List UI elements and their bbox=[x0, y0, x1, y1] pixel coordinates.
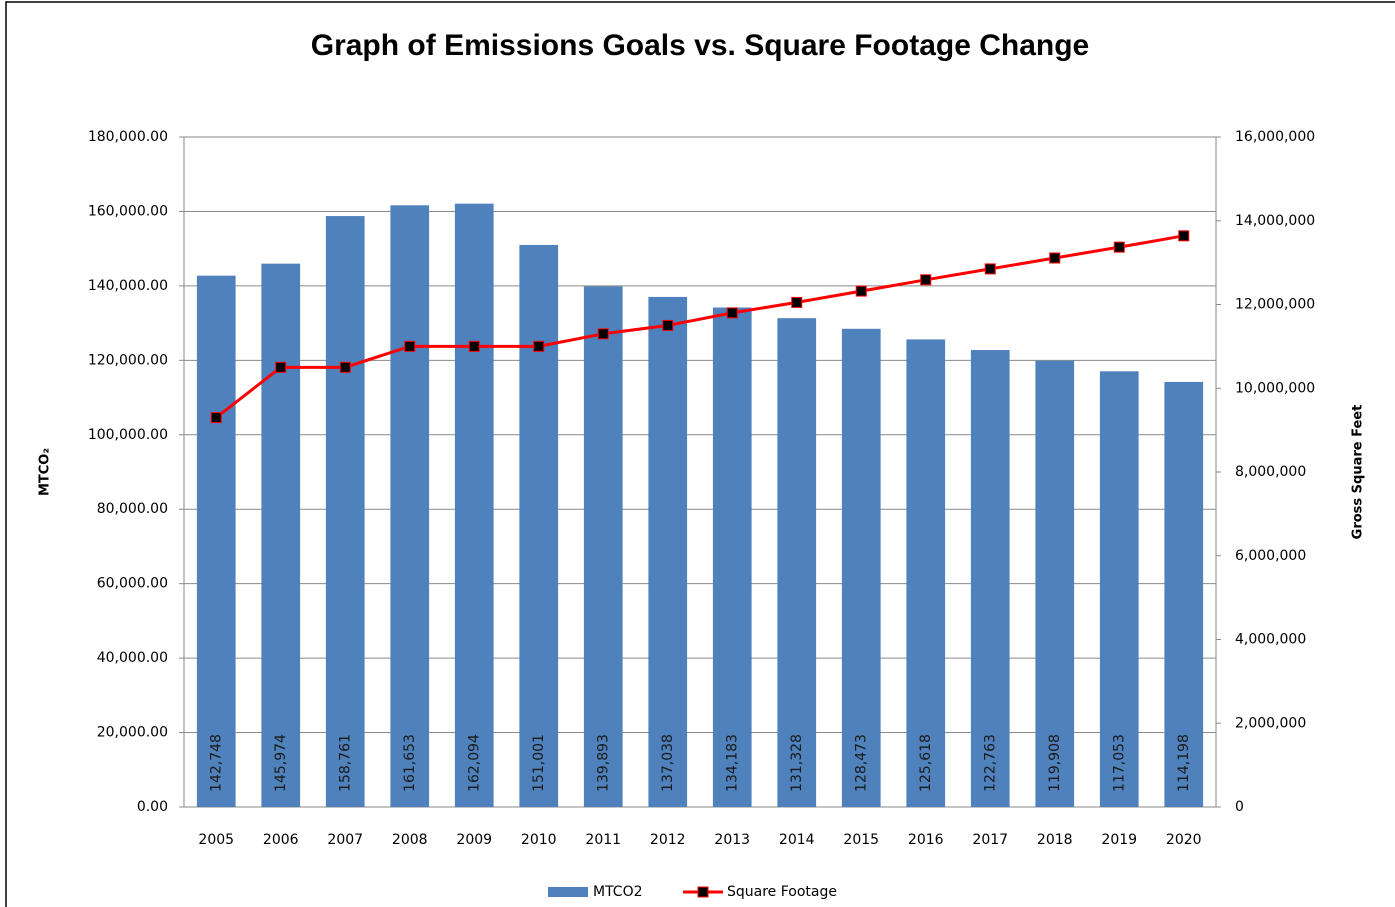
line-marker bbox=[791, 296, 803, 308]
bar bbox=[454, 203, 494, 807]
x-tick-label: 2005 bbox=[198, 832, 234, 848]
bar bbox=[906, 339, 946, 807]
x-tick-label: 2011 bbox=[585, 832, 621, 848]
x-tick-label: 2017 bbox=[972, 832, 1008, 848]
line-marker bbox=[597, 328, 609, 340]
y-tick-label: 180,000.00 bbox=[88, 129, 168, 145]
x-tick-label: 2016 bbox=[908, 832, 944, 848]
bar bbox=[841, 328, 881, 807]
y2-tick-label: 6,000,000 bbox=[1235, 548, 1306, 564]
line-marker bbox=[404, 340, 416, 352]
y-tick-label: 120,000.00 bbox=[88, 352, 168, 368]
legend-swatch bbox=[548, 887, 588, 897]
bar-value-label: 161,653 bbox=[402, 734, 418, 792]
line-marker bbox=[468, 340, 480, 352]
legend-label: MTCO2 bbox=[593, 884, 643, 900]
bar bbox=[712, 307, 752, 807]
bar-value-label: 125,618 bbox=[918, 734, 934, 792]
legend-label: Square Footage bbox=[727, 884, 837, 900]
x-tick-label: 2013 bbox=[714, 832, 750, 848]
y2-tick-label: 10,000,000 bbox=[1235, 380, 1315, 396]
y2-tick-label: 2,000,000 bbox=[1235, 715, 1306, 731]
x-tick-label: 2010 bbox=[521, 832, 557, 848]
y-tick-label: 100,000.00 bbox=[88, 427, 168, 443]
line-marker bbox=[1178, 230, 1190, 242]
bar-value-label: 119,908 bbox=[1047, 734, 1063, 792]
bar-value-label: 131,328 bbox=[789, 734, 805, 792]
line-marker bbox=[662, 319, 674, 331]
bar-value-label: 114,198 bbox=[1176, 734, 1192, 792]
line-marker bbox=[210, 412, 222, 424]
line-marker bbox=[339, 361, 351, 373]
line-marker bbox=[920, 274, 932, 286]
x-tick-label: 2012 bbox=[650, 832, 686, 848]
y-tick-label: 140,000.00 bbox=[88, 278, 168, 294]
y2-tick-label: 8,000,000 bbox=[1235, 464, 1306, 480]
x-tick-label: 2007 bbox=[327, 832, 363, 848]
bar-value-label: 145,974 bbox=[273, 734, 289, 792]
line-marker bbox=[984, 263, 996, 275]
bar bbox=[196, 275, 236, 807]
chart-title: Graph of Emissions Goals vs. Square Foot… bbox=[311, 29, 1090, 62]
bar bbox=[970, 350, 1010, 807]
line-marker bbox=[1049, 252, 1061, 264]
line-marker bbox=[533, 340, 545, 352]
bar-value-label: 158,761 bbox=[337, 734, 353, 792]
x-tick-label: 2008 bbox=[392, 832, 428, 848]
bar bbox=[1035, 360, 1075, 807]
y-tick-label: 60,000.00 bbox=[97, 576, 168, 592]
y2-tick-label: 14,000,000 bbox=[1235, 213, 1315, 229]
y-tick-label: 0.00 bbox=[137, 799, 168, 815]
y2-tick-label: 12,000,000 bbox=[1235, 297, 1315, 313]
bar-value-label: 137,038 bbox=[660, 734, 676, 792]
bar bbox=[583, 286, 623, 807]
y2-tick-label: 16,000,000 bbox=[1235, 129, 1315, 145]
chart-frame bbox=[5, 1, 1395, 907]
bar-value-label: 151,001 bbox=[531, 734, 547, 792]
line-series bbox=[215, 234, 1185, 419]
bar-value-label: 117,053 bbox=[1111, 734, 1127, 792]
line-marker bbox=[275, 361, 287, 373]
y2-tick-label: 0 bbox=[1235, 799, 1244, 815]
bar bbox=[1099, 371, 1139, 807]
bar bbox=[325, 216, 365, 807]
y-tick-label: 20,000.00 bbox=[97, 725, 168, 741]
bar-value-label: 139,893 bbox=[595, 734, 611, 792]
y2-tick-label: 4,000,000 bbox=[1235, 632, 1306, 648]
bar-value-label: 122,763 bbox=[982, 734, 998, 792]
legend-marker bbox=[697, 886, 709, 898]
bar-value-label: 128,473 bbox=[853, 734, 869, 792]
y-tick-label: 80,000.00 bbox=[97, 501, 168, 517]
bar bbox=[261, 263, 301, 807]
x-tick-label: 2015 bbox=[843, 832, 879, 848]
y-tick-label: 40,000.00 bbox=[97, 650, 168, 666]
bar bbox=[648, 296, 688, 807]
bar bbox=[777, 318, 817, 807]
bar bbox=[390, 205, 430, 807]
line-marker bbox=[855, 285, 867, 297]
line-marker bbox=[726, 307, 738, 319]
x-tick-label: 2006 bbox=[263, 832, 299, 848]
line-marker bbox=[1113, 241, 1125, 253]
bar bbox=[1164, 381, 1204, 807]
x-tick-label: 2019 bbox=[1101, 832, 1137, 848]
x-tick-label: 2014 bbox=[779, 832, 815, 848]
bar-value-label: 162,094 bbox=[466, 734, 482, 792]
bar-value-label: 142,748 bbox=[208, 734, 224, 792]
y2-axis-title: Gross Square Feet bbox=[1351, 405, 1366, 540]
bar-value-label: 134,183 bbox=[724, 734, 740, 792]
x-tick-label: 2020 bbox=[1166, 832, 1202, 848]
y-tick-label: 160,000.00 bbox=[88, 203, 168, 219]
x-tick-label: 2018 bbox=[1037, 832, 1073, 848]
bar bbox=[519, 244, 559, 807]
y-axis-title: MTCO₂ bbox=[38, 448, 53, 496]
x-tick-label: 2009 bbox=[456, 832, 492, 848]
